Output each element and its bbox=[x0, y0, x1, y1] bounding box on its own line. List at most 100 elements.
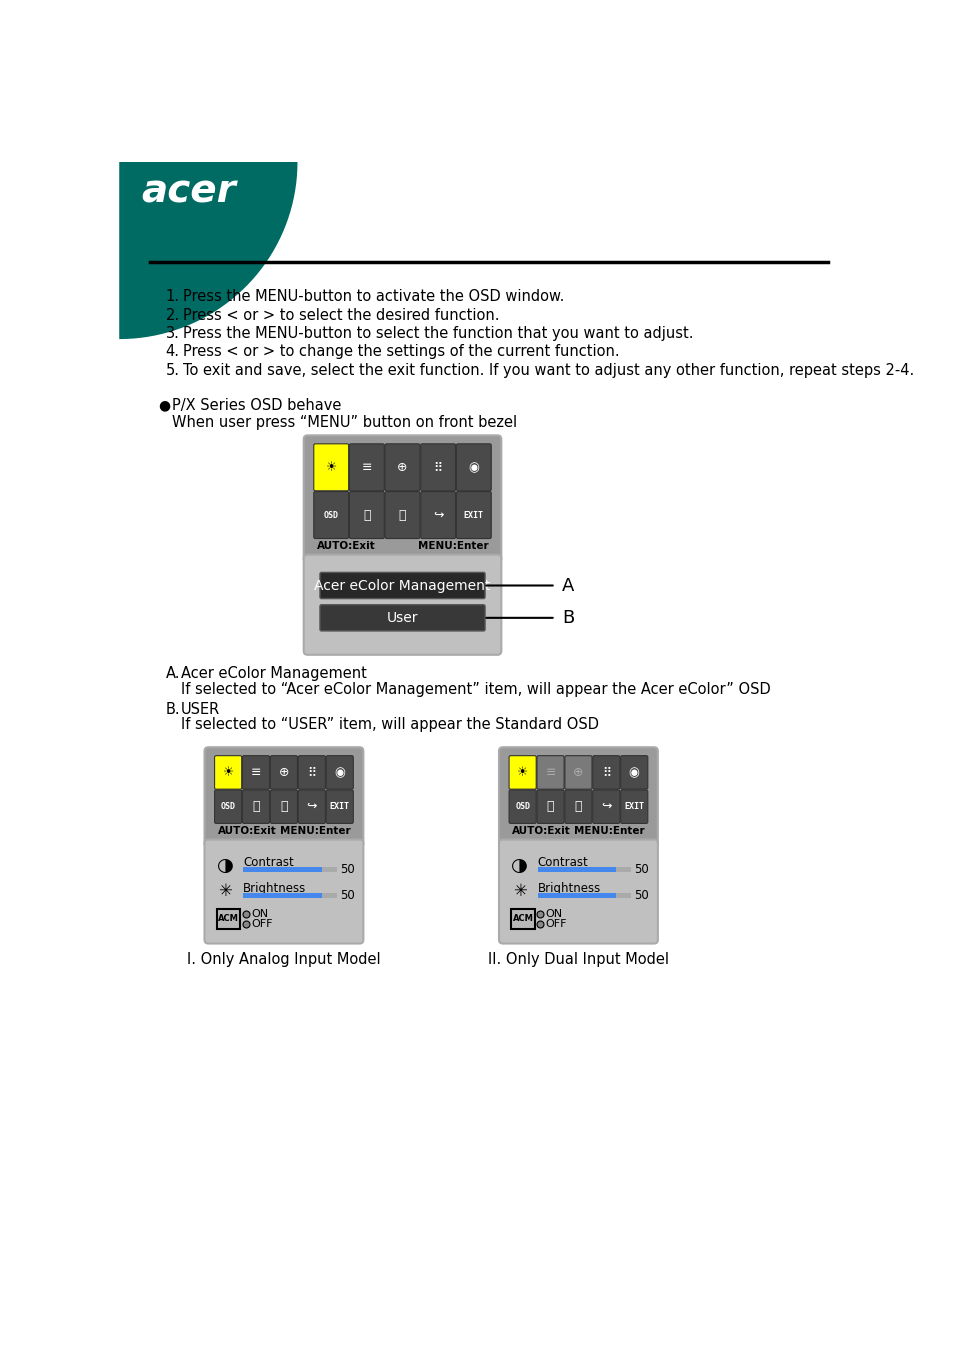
FancyBboxPatch shape bbox=[242, 756, 270, 790]
Text: OSD: OSD bbox=[220, 802, 235, 811]
Text: ON: ON bbox=[251, 910, 268, 919]
Text: ↪: ↪ bbox=[433, 509, 443, 521]
Text: ⤴: ⤴ bbox=[363, 509, 370, 521]
FancyBboxPatch shape bbox=[242, 790, 270, 824]
FancyBboxPatch shape bbox=[214, 790, 241, 824]
Text: ⤴: ⤴ bbox=[252, 801, 259, 813]
Bar bbox=[243, 867, 321, 872]
Text: A.: A. bbox=[166, 667, 180, 682]
Text: ⓘ: ⓘ bbox=[398, 509, 406, 521]
FancyBboxPatch shape bbox=[564, 756, 592, 790]
FancyBboxPatch shape bbox=[456, 444, 491, 491]
Text: ✳: ✳ bbox=[513, 882, 526, 900]
FancyBboxPatch shape bbox=[298, 756, 325, 790]
FancyBboxPatch shape bbox=[592, 756, 619, 790]
FancyBboxPatch shape bbox=[498, 840, 658, 944]
Text: 50: 50 bbox=[634, 888, 649, 902]
Text: ⊕: ⊕ bbox=[396, 460, 407, 474]
FancyBboxPatch shape bbox=[509, 790, 536, 824]
Text: I. Only Analog Input Model: I. Only Analog Input Model bbox=[187, 952, 380, 967]
Bar bbox=[243, 892, 321, 898]
FancyBboxPatch shape bbox=[564, 790, 592, 824]
Text: Press < or > to select the desired function.: Press < or > to select the desired funct… bbox=[183, 308, 498, 323]
Text: If selected to “Acer eColor Management” item, will appear the Acer eColor” OSD: If selected to “Acer eColor Management” … bbox=[181, 682, 770, 697]
FancyBboxPatch shape bbox=[349, 444, 384, 491]
Bar bbox=[616, 867, 631, 872]
FancyBboxPatch shape bbox=[456, 491, 491, 539]
Text: AUTO:Exit: AUTO:Exit bbox=[512, 826, 570, 836]
Text: 50: 50 bbox=[339, 863, 355, 876]
FancyBboxPatch shape bbox=[270, 790, 297, 824]
Text: A: A bbox=[561, 576, 574, 594]
Text: Press the MENU-button to activate the OSD window.: Press the MENU-button to activate the OS… bbox=[183, 289, 563, 304]
Text: When user press “MENU” button on front bezel: When user press “MENU” button on front b… bbox=[172, 416, 517, 431]
Text: ☀: ☀ bbox=[222, 765, 233, 779]
FancyBboxPatch shape bbox=[319, 572, 484, 598]
Text: EXIT: EXIT bbox=[623, 802, 643, 811]
Text: ACM: ACM bbox=[218, 914, 238, 923]
Text: 50: 50 bbox=[339, 888, 355, 902]
Text: OFF: OFF bbox=[545, 918, 566, 929]
Text: Press the MENU-button to select the function that you want to adjust.: Press the MENU-button to select the func… bbox=[183, 325, 693, 342]
FancyBboxPatch shape bbox=[385, 444, 419, 491]
FancyBboxPatch shape bbox=[620, 756, 647, 790]
FancyBboxPatch shape bbox=[537, 790, 563, 824]
Text: II. Only Dual Input Model: II. Only Dual Input Model bbox=[487, 952, 668, 967]
Text: 4.: 4. bbox=[166, 344, 179, 359]
FancyBboxPatch shape bbox=[537, 756, 563, 790]
FancyBboxPatch shape bbox=[326, 790, 353, 824]
Text: B.: B. bbox=[166, 702, 180, 717]
Bar bbox=[537, 867, 616, 872]
Text: User: User bbox=[386, 610, 417, 625]
Text: OSD: OSD bbox=[515, 802, 530, 811]
Text: MENU:Enter: MENU:Enter bbox=[417, 541, 488, 551]
FancyBboxPatch shape bbox=[298, 790, 325, 824]
Text: 5.: 5. bbox=[166, 363, 179, 378]
FancyBboxPatch shape bbox=[270, 756, 297, 790]
FancyBboxPatch shape bbox=[620, 790, 647, 824]
Text: Press < or > to change the settings of the current function.: Press < or > to change the settings of t… bbox=[183, 344, 618, 359]
Text: Brightness: Brightness bbox=[537, 882, 600, 895]
FancyBboxPatch shape bbox=[511, 909, 534, 929]
Text: Brightness: Brightness bbox=[243, 882, 306, 895]
Text: acer: acer bbox=[141, 171, 235, 211]
Text: 2.: 2. bbox=[166, 308, 180, 323]
FancyBboxPatch shape bbox=[498, 747, 658, 848]
Polygon shape bbox=[119, 162, 297, 339]
Text: ≡: ≡ bbox=[361, 460, 372, 474]
Text: MENU:Enter: MENU:Enter bbox=[574, 826, 644, 836]
Text: ⠿: ⠿ bbox=[434, 460, 442, 474]
Text: ⠿: ⠿ bbox=[307, 765, 316, 779]
Text: AUTO:Exit: AUTO:Exit bbox=[316, 541, 375, 551]
FancyBboxPatch shape bbox=[303, 435, 500, 563]
Text: ◉: ◉ bbox=[334, 765, 345, 779]
Text: ◑: ◑ bbox=[216, 856, 233, 875]
Text: ⠿: ⠿ bbox=[601, 765, 610, 779]
FancyBboxPatch shape bbox=[319, 605, 484, 630]
Text: MENU:Enter: MENU:Enter bbox=[279, 826, 350, 836]
Text: Contrast: Contrast bbox=[243, 856, 294, 869]
Text: AUTO:Exit: AUTO:Exit bbox=[217, 826, 276, 836]
FancyBboxPatch shape bbox=[349, 491, 384, 539]
Bar bbox=[616, 892, 631, 898]
Text: Acer eColor Management: Acer eColor Management bbox=[181, 667, 367, 682]
Text: To exit and save, select the exit function. If you want to adjust any other func: To exit and save, select the exit functi… bbox=[183, 363, 913, 378]
FancyBboxPatch shape bbox=[314, 444, 348, 491]
FancyBboxPatch shape bbox=[204, 840, 363, 944]
Text: OFF: OFF bbox=[251, 918, 273, 929]
Text: ↪: ↪ bbox=[306, 801, 316, 813]
Text: OSD: OSD bbox=[323, 510, 338, 520]
FancyBboxPatch shape bbox=[385, 491, 419, 539]
Bar bbox=[321, 892, 336, 898]
Text: EXIT: EXIT bbox=[463, 510, 483, 520]
Text: USER: USER bbox=[181, 702, 220, 717]
FancyBboxPatch shape bbox=[326, 756, 353, 790]
Bar bbox=[537, 892, 616, 898]
FancyBboxPatch shape bbox=[204, 747, 363, 848]
FancyBboxPatch shape bbox=[303, 555, 500, 655]
FancyBboxPatch shape bbox=[509, 756, 536, 790]
Text: ☀: ☀ bbox=[517, 765, 528, 779]
Text: ◉: ◉ bbox=[628, 765, 639, 779]
Text: ↪: ↪ bbox=[600, 801, 611, 813]
Text: ⓘ: ⓘ bbox=[280, 801, 288, 813]
